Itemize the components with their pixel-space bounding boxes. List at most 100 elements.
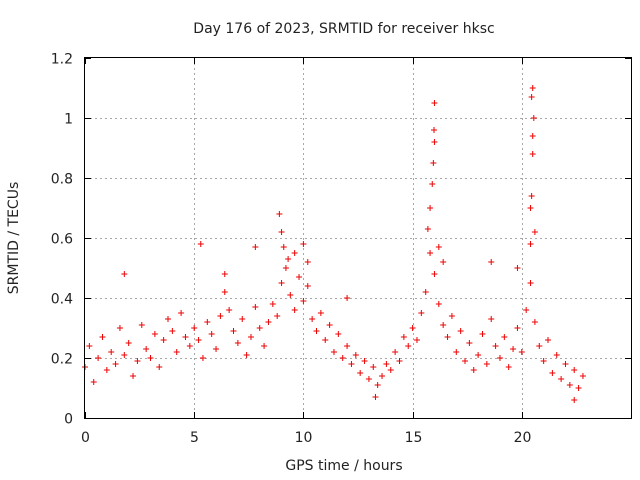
data-point (453, 349, 460, 355)
x-tick-label: 20 (514, 430, 532, 446)
data-point (372, 394, 379, 400)
data-point (562, 361, 569, 367)
data-point (204, 319, 211, 325)
data-point (230, 328, 237, 334)
data-point (374, 382, 381, 388)
x-tick-label: 0 (81, 430, 90, 446)
data-point (479, 331, 486, 337)
data-point (549, 370, 556, 376)
data-point (553, 352, 560, 358)
data-point (112, 361, 119, 367)
data-point (103, 367, 110, 373)
y-tick-label: 1 (64, 112, 73, 128)
data-point (558, 376, 565, 382)
data-point (529, 133, 536, 139)
data-point (444, 334, 451, 340)
data-point (409, 325, 416, 331)
data-point (304, 283, 311, 289)
data-point (536, 343, 543, 349)
x-tick-label: 15 (405, 430, 423, 446)
data-point (427, 250, 434, 256)
data-point (296, 274, 303, 280)
data-point (496, 355, 503, 361)
data-point (530, 115, 537, 121)
data-point (370, 364, 377, 370)
data-point (186, 343, 193, 349)
data-point (527, 241, 534, 247)
data-point (182, 334, 189, 340)
data-point (274, 313, 281, 319)
data-point (278, 229, 285, 235)
data-point (121, 352, 128, 358)
data-point (164, 316, 171, 322)
data-point (440, 322, 447, 328)
data-point (309, 316, 316, 322)
data-point (195, 337, 202, 343)
data-point (287, 292, 294, 298)
data-point (357, 370, 364, 376)
data-point (339, 355, 346, 361)
data-point (116, 325, 123, 331)
y-tick-label: 0.4 (51, 292, 73, 308)
x-tick-label: 10 (295, 430, 313, 446)
data-point (199, 355, 206, 361)
data-point (527, 205, 534, 211)
data-point (143, 346, 150, 352)
data-point (208, 331, 215, 337)
data-point (435, 244, 442, 250)
data-point (571, 367, 578, 373)
data-point (191, 325, 198, 331)
data-point (261, 343, 268, 349)
data-point (529, 85, 536, 91)
data-point (435, 301, 442, 307)
data-point (304, 259, 311, 265)
data-point (282, 265, 289, 271)
data-point (247, 334, 254, 340)
data-point (317, 310, 324, 316)
data-point (431, 271, 438, 277)
y-axis: 0 0.2 0.4 0.6 0.8 1 1.2 (51, 52, 631, 428)
data-point (256, 325, 263, 331)
data-point (335, 331, 342, 337)
data-point (514, 265, 521, 271)
data-point (169, 328, 176, 334)
data-point (213, 346, 220, 352)
data-point (344, 295, 351, 301)
data-point (483, 361, 490, 367)
data-point (431, 127, 438, 133)
data-point (86, 343, 93, 349)
data-point (217, 313, 224, 319)
data-point (291, 307, 298, 313)
y-tick-label: 0.6 (51, 232, 73, 248)
data-point (505, 364, 512, 370)
data-point (278, 280, 285, 286)
data-point (531, 319, 538, 325)
data-point (523, 307, 530, 313)
data-point (462, 358, 469, 364)
data-point (488, 316, 495, 322)
data-point (243, 352, 250, 358)
data-point (387, 367, 394, 373)
y-tick-label: 0 (64, 412, 73, 428)
data-point (431, 100, 438, 106)
data-point (430, 160, 437, 166)
data-point (226, 307, 233, 313)
gridlines (85, 58, 631, 418)
data-point (361, 358, 368, 364)
data-point (528, 94, 535, 100)
data-point (160, 337, 167, 343)
data-point (470, 367, 477, 373)
data-point (344, 343, 351, 349)
data-point (108, 349, 115, 355)
data-point (239, 316, 246, 322)
data-point (545, 337, 552, 343)
data-point (540, 358, 547, 364)
y-tick-label: 0.8 (51, 172, 73, 188)
data-point (147, 355, 154, 361)
data-point (234, 340, 241, 346)
data-point (125, 340, 132, 346)
data-point (221, 289, 228, 295)
data-point (440, 259, 447, 265)
data-point (413, 337, 420, 343)
data-point (392, 349, 399, 355)
